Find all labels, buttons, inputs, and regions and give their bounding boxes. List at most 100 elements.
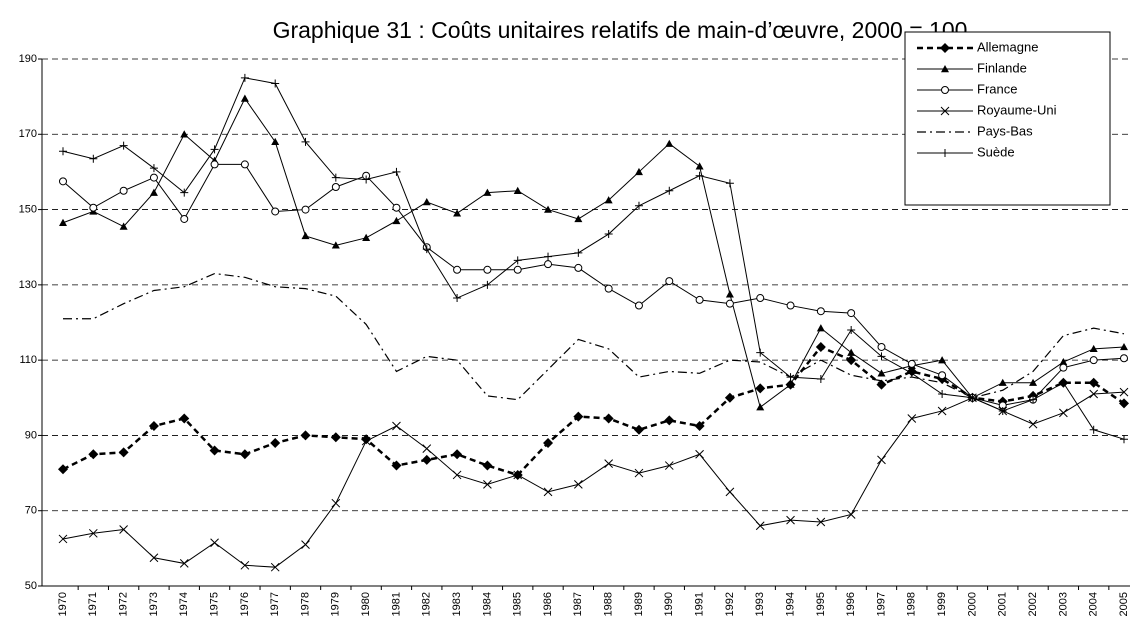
marker [422, 198, 431, 206]
marker [940, 43, 950, 53]
marker [513, 256, 522, 265]
marker [180, 130, 189, 138]
marker [998, 406, 1007, 415]
y-tick-label: 70 [25, 505, 37, 517]
x-tick-label: 1991 [694, 592, 706, 616]
marker [148, 421, 159, 432]
marker [88, 528, 98, 538]
marker [543, 437, 554, 448]
marker [240, 73, 249, 82]
marker [392, 203, 401, 212]
marker [301, 231, 310, 240]
marker [1059, 363, 1068, 372]
marker [877, 455, 886, 465]
x-tick-label: 1986 [542, 592, 554, 616]
marker [240, 94, 249, 102]
x-tick-label: 2004 [1088, 592, 1100, 616]
x-tick-label: 1987 [572, 592, 584, 616]
marker [482, 460, 493, 471]
x-tick-label: 1975 [208, 592, 220, 616]
marker [362, 233, 371, 242]
marker [941, 65, 949, 73]
marker [634, 301, 643, 310]
marker [483, 188, 492, 196]
marker [847, 309, 856, 318]
marker [362, 175, 371, 184]
marker [907, 369, 916, 378]
marker [1029, 395, 1038, 404]
marker [574, 263, 583, 272]
marker [119, 141, 128, 150]
y-tick-label: 90 [25, 429, 37, 441]
marker [907, 359, 916, 368]
marker [604, 230, 613, 239]
marker [664, 415, 675, 426]
marker [210, 160, 219, 169]
x-tick-label: 1995 [815, 592, 827, 616]
x-tick-label: 1999 [936, 592, 948, 616]
marker [573, 411, 584, 422]
marker [421, 454, 432, 465]
marker [816, 517, 826, 527]
marker [58, 464, 68, 475]
marker [301, 205, 310, 214]
marker [59, 218, 67, 226]
marker [59, 177, 67, 186]
y-tick-label: 130 [19, 279, 37, 291]
marker [634, 167, 643, 176]
marker [604, 459, 614, 469]
marker [574, 214, 583, 223]
marker [1120, 354, 1128, 363]
marker [846, 510, 856, 519]
marker [210, 538, 219, 548]
marker [513, 470, 523, 480]
marker [119, 186, 128, 195]
marker [392, 167, 401, 176]
marker [756, 348, 765, 357]
x-tick-label: 1989 [633, 592, 645, 616]
marker [695, 171, 704, 180]
marker [847, 326, 856, 335]
marker [573, 480, 583, 489]
marker [968, 393, 977, 402]
marker [1120, 342, 1128, 351]
x-tick-label: 1978 [299, 592, 311, 616]
marker [1119, 398, 1129, 409]
marker [665, 186, 674, 195]
marker [483, 480, 492, 489]
marker [331, 173, 340, 182]
marker [724, 392, 735, 403]
marker [544, 252, 553, 261]
marker [119, 525, 128, 534]
marker [1028, 419, 1038, 429]
marker [88, 449, 99, 460]
marker [1089, 356, 1098, 365]
marker [1119, 387, 1129, 397]
legend-label: Suède [977, 144, 1015, 159]
x-tick-label: 1996 [845, 592, 857, 616]
x-tick-label: 1972 [118, 592, 130, 616]
marker [604, 196, 613, 204]
x-tick-label: 1998 [906, 592, 918, 616]
line [62, 391, 1125, 568]
marker [89, 203, 98, 212]
x-tick-label: 1992 [724, 592, 736, 616]
x-tick-label: 1984 [481, 592, 493, 616]
marker [180, 188, 189, 197]
marker [937, 406, 947, 416]
marker [877, 342, 886, 351]
marker [725, 290, 734, 298]
x-tick-label: 1982 [421, 592, 433, 616]
x-tick-label: 2002 [1027, 592, 1039, 616]
marker [301, 540, 310, 549]
marker [876, 379, 887, 390]
line [62, 345, 1125, 477]
marker [271, 137, 280, 146]
marker [786, 373, 795, 382]
legend-label: Allemagne [977, 39, 1038, 54]
marker [239, 449, 250, 460]
x-tick-label: 1977 [269, 592, 281, 616]
marker [422, 444, 432, 453]
x-tick-label: 1988 [603, 592, 615, 616]
